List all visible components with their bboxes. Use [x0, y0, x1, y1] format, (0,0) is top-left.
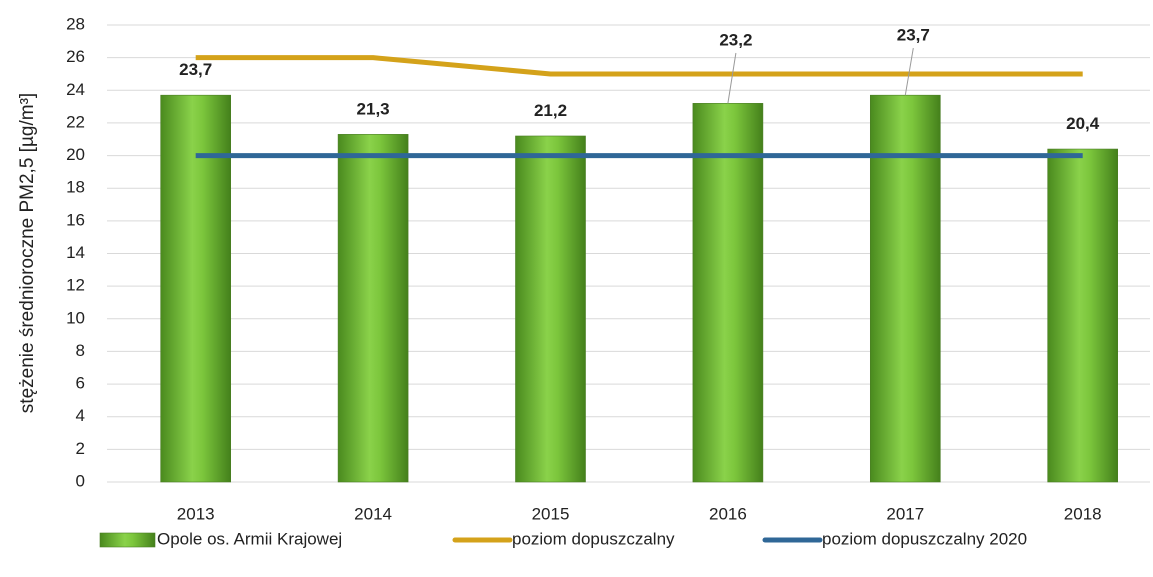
y-tick-label: 24: [66, 80, 85, 99]
y-tick-label: 8: [76, 341, 85, 360]
y-tick-label: 4: [76, 406, 85, 425]
x-tick-label: 2017: [886, 504, 924, 523]
y-tick-label: 10: [66, 308, 85, 327]
leader-line: [727, 52, 737, 104]
legend-label: Opole os. Armii Krajowej: [157, 529, 342, 548]
data-label: 20,4: [1066, 114, 1100, 133]
bar: [1047, 148, 1118, 483]
x-tick-label: 2015: [532, 504, 570, 523]
leader-line: [904, 48, 914, 96]
y-tick-label: 16: [66, 210, 85, 229]
bar: [869, 94, 941, 483]
y-tick-label: 22: [66, 112, 85, 131]
y-tick-label: 6: [76, 374, 85, 393]
bar: [337, 134, 409, 483]
bar: [692, 103, 764, 483]
y-tick-label: 20: [66, 145, 85, 164]
legend-label: poziom dopuszczalny 2020: [822, 529, 1027, 548]
bar: [160, 94, 231, 483]
x-tick-label: 2013: [177, 504, 215, 523]
data-label: 21,3: [357, 99, 390, 118]
data-label: 23,7: [179, 60, 212, 79]
line: [195, 55, 1083, 77]
y-tick-label: 18: [66, 178, 85, 197]
y-tick-label: 0: [76, 471, 85, 490]
y-axis-label: stężenie średnioroczne PM2,5 [µg/m³]: [17, 93, 38, 413]
bar: [515, 135, 586, 483]
legend-label: poziom dopuszczalny: [512, 529, 675, 548]
y-tick-label: 28: [66, 14, 85, 33]
y-tick-label: 14: [66, 243, 85, 262]
data-label: 23,7: [897, 26, 930, 45]
data-label: 23,2: [719, 30, 752, 49]
x-tick-label: 2014: [354, 504, 392, 523]
y-tick-label: 12: [66, 276, 85, 295]
x-tick-label: 2016: [709, 504, 747, 523]
legend-swatch: [99, 532, 156, 548]
x-tick-label: 2018: [1064, 504, 1102, 523]
y-tick-label: 26: [66, 47, 85, 66]
y-tick-label: 2: [76, 439, 85, 458]
data-label: 21,2: [534, 101, 567, 120]
